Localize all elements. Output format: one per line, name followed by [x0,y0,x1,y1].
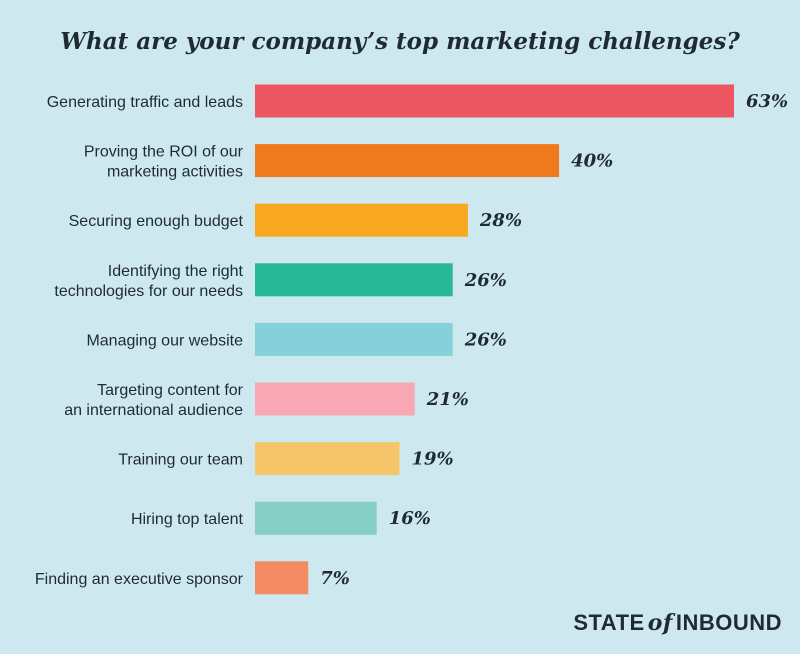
category-label-0: Generating traffic and leads [47,94,243,111]
brand-state: STATE [573,610,645,635]
value-label-1: 40% [571,151,613,172]
value-label-6: 19% [412,449,454,470]
brand-of: of [647,610,673,636]
bar-2 [255,203,468,237]
bar-0 [255,84,734,118]
value-label-4: 26% [464,329,507,350]
bar-6 [255,442,400,476]
category-label-3: Identifying the right technologies for ou… [54,263,243,300]
bar-4 [255,322,453,356]
value-label-7: 16% [389,508,431,529]
brand-logo: STATE of INBOUND [573,610,782,636]
bar-1 [255,144,560,178]
value-label-5: 21% [426,389,469,410]
category-label-4: Managing our website [86,332,243,349]
category-label-5: Targeting content for an international au… [64,382,243,419]
value-label-8: 7% [320,568,350,589]
category-label-1: Proving the ROI of our marketing activiti… [84,144,244,181]
category-label-7: Hiring top talent [131,511,244,528]
bar-7 [255,501,377,535]
value-label-2: 28% [479,210,522,231]
bar-8 [255,561,309,595]
value-label-3: 26% [464,270,507,291]
bar-3 [255,263,453,297]
brand-inbound: INBOUND [675,610,782,635]
category-label-6: Training our team [118,452,243,469]
bar-5 [255,382,415,416]
chart-title: What are your company’s top marketing ch… [60,28,740,55]
value-label-0: 63% [746,91,788,112]
category-label-2: Securing enough budget [69,213,244,230]
category-label-8: Finding an executive sponsor [35,571,244,588]
